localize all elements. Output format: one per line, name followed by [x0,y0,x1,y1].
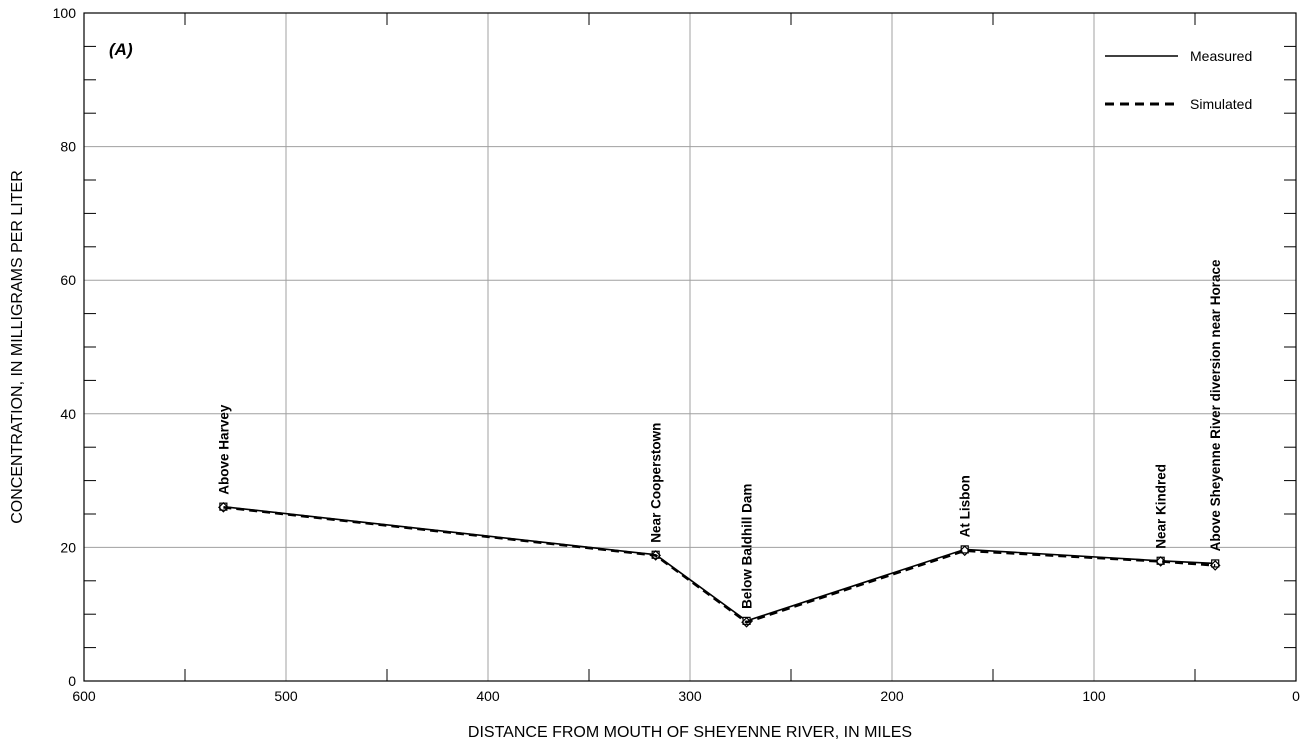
station-label: Above Sheyenne River diversion near Hora… [1208,259,1223,551]
simulated-point [1209,560,1221,571]
tick-labels: 600 500 400 300 200 100 0 0 20 40 60 80 100 [53,5,1300,704]
grid [84,13,1296,681]
simulated-point [959,545,971,557]
series [218,501,1221,628]
legend: Measured Simulated [1105,48,1252,112]
legend-simulated-label: Simulated [1190,96,1252,112]
legend-measured-label: Measured [1190,48,1252,64]
panel-label: (A) [109,40,133,59]
x-tick-label: 100 [1082,688,1106,704]
simulated-point [650,550,662,561]
station-label: Near Kindred [1154,464,1169,549]
simulated-point [741,616,752,628]
x-tick-label: 300 [678,688,702,704]
y-tick-label: 60 [60,272,76,288]
x-tick-label: 600 [72,688,96,704]
y-axis-label: CONCENTRATION, IN MILLIGRAMS PER LITER [9,170,26,524]
y-tick-label: 0 [68,673,76,689]
x-tick-label: 500 [274,688,298,704]
series-line-simulated [223,506,1216,624]
x-axis-label: DISTANCE FROM MOUTH OF SHEYENNE RIVER, I… [468,724,912,741]
simulated-point [218,501,229,513]
station-label: Above Harvey [216,404,231,495]
plot-frame [83,12,1297,682]
x-tick-label: 0 [1292,688,1300,704]
simulated-point [1155,556,1167,567]
x-tick-label: 400 [476,688,500,704]
y-tick-label: 20 [60,539,76,555]
y-tick-label: 100 [53,5,77,21]
station-label: Below Baldhill Dam [740,484,755,609]
y-tick-label: 40 [60,406,76,422]
axis-ticks [84,13,1296,681]
station-labels: Above Harvey Near Cooperstown Below Baldhi… [216,259,1223,609]
y-tick-label: 80 [60,139,76,155]
x-tick-label: 200 [880,688,904,704]
station-label: Near Cooperstown [649,423,664,543]
station-label: At Lisbon [958,475,973,537]
measured-point [1211,559,1220,568]
